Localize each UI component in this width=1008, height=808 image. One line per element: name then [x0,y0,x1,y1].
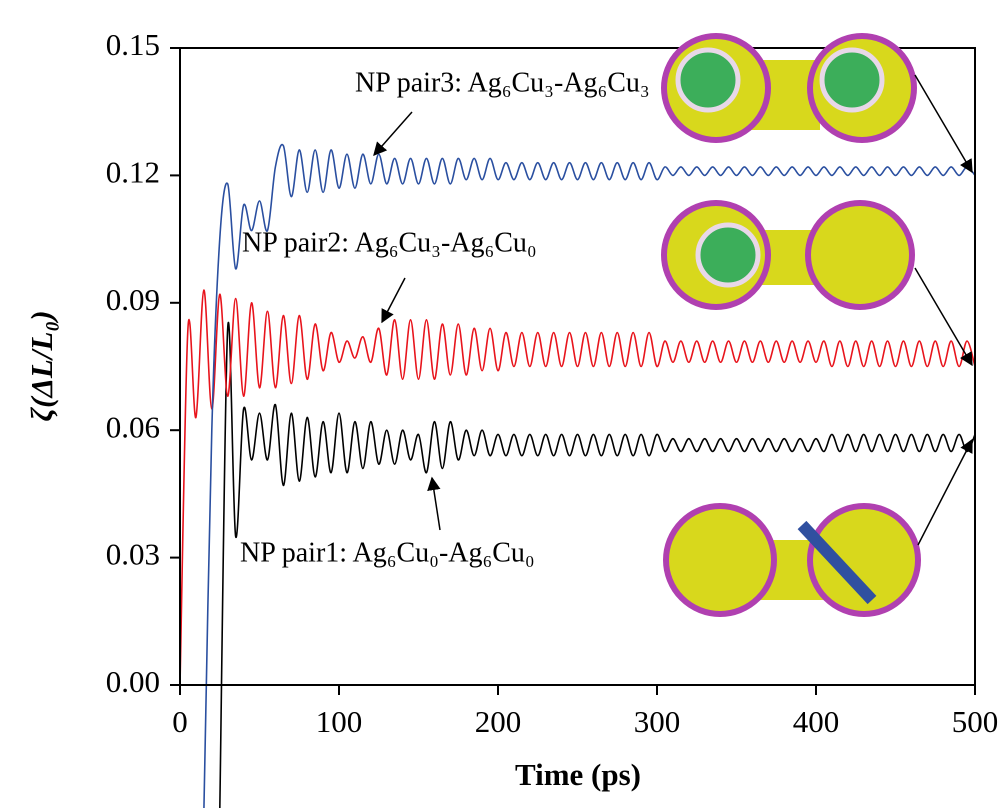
series-line [219,322,976,808]
x-axis-label: Time (ps) [515,757,641,792]
series-line [203,143,976,808]
np-pair1-image [663,503,921,617]
y-tick-label: 0.06 [106,409,160,444]
y-tick-label: 0.12 [106,155,160,190]
x-tick-label: 100 [316,704,363,739]
y-axis-label: ζ(ΔL/L₀) [24,310,59,421]
x-tick-label: 400 [793,704,840,739]
annotation-pair1: NP pair1: Ag₆Cu₀-Ag₆Cu₀ [240,537,535,568]
x-tick-label: 200 [475,704,522,739]
y-tick-label: 0.15 [106,27,160,62]
np-pair3-image [661,33,917,143]
x-tick-label: 0 [172,704,188,739]
x-tick-label: 500 [952,704,999,739]
axes-frame [179,47,976,686]
y-tick-label: 0.09 [106,282,160,317]
annotation-pair2: NP pair2: Ag₆Cu₃-Ag₆Cu₀ [242,227,537,258]
arrows [373,74,973,546]
y-tick-label: 0.00 [106,664,160,699]
series-line [179,289,976,686]
annotation-pair3: NP pair3: Ag₆Cu₃-Ag₆Cu₃ [355,67,650,98]
x-tick-label: 300 [634,704,681,739]
y-tick-label: 0.03 [106,537,160,572]
np-pair2-image [661,200,915,310]
plot-area [179,143,976,808]
